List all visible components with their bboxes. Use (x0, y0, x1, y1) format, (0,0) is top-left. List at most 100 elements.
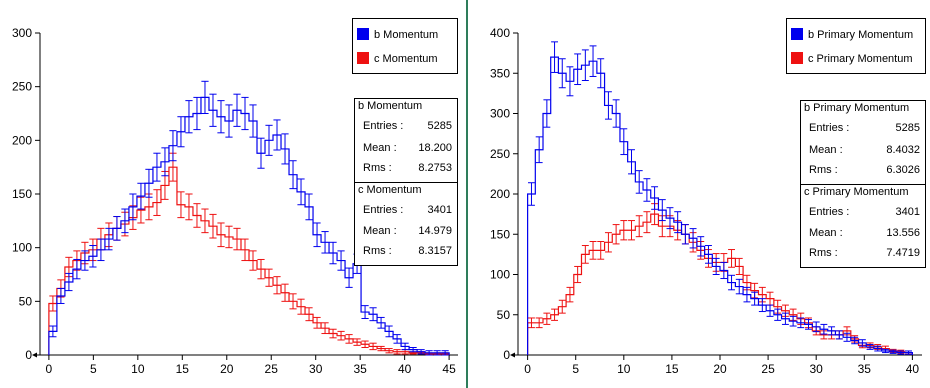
error-bar (337, 250, 345, 271)
error-bar (409, 346, 417, 353)
error-bar (273, 119, 281, 151)
error-bar (681, 224, 689, 245)
error-bar (417, 349, 425, 355)
error-bar (751, 291, 759, 306)
error-bar (704, 245, 712, 264)
error-bar (604, 232, 612, 253)
error-bar (377, 316, 385, 329)
stats-rms-value: 7.4719 (886, 247, 920, 259)
x-tick-label: 25 (761, 362, 775, 376)
error-bar (281, 283, 289, 302)
error-bar (393, 349, 401, 355)
error-bar (574, 53, 582, 86)
y-tick-label: 0 (503, 348, 510, 362)
error-bar (812, 321, 820, 333)
stats-entries-label: Entries : (363, 204, 404, 216)
error-bar (129, 193, 137, 221)
stats-title: c Primary Momentum (804, 186, 909, 198)
stats-mean-label: Mean : (363, 225, 397, 237)
y-tick-label: 50 (19, 294, 33, 308)
error-bar (353, 338, 361, 346)
error-bar (758, 298, 766, 313)
stats-block-b: b Primary Momentum Entries : 5285 Mean :… (801, 101, 925, 184)
error-bar (689, 228, 697, 249)
x-tick-label: 30 (309, 362, 323, 376)
error-bar (233, 93, 241, 127)
error-bar (321, 322, 329, 335)
error-bar (289, 160, 297, 190)
error-bar (828, 326, 836, 336)
error-bar (612, 224, 620, 245)
histogram-plot-b-vs-c-momentum: 0 5 10 15 20 25 30 35 40 45 0 50 100 150 200 250 300 (12, 26, 458, 376)
error-bar (153, 152, 161, 182)
error-bar (249, 104, 257, 138)
error-bar (551, 41, 559, 73)
error-bar (313, 222, 321, 248)
y-tick-label: 100 (12, 241, 32, 255)
error-bar (897, 350, 905, 355)
error-bar (835, 330, 843, 340)
stats-mean-value: 18.200 (418, 142, 452, 154)
error-bar (321, 231, 329, 254)
legend-label: c Momentum (374, 53, 438, 65)
series-b-momentum (48, 80, 450, 356)
y-tick-label: 100 (490, 268, 510, 282)
stats-title: b Primary Momentum (804, 102, 910, 114)
error-bar (889, 349, 897, 354)
error-bar (735, 257, 743, 275)
y-tick-label: 250 (490, 147, 510, 161)
histogram-outline (527, 56, 913, 355)
error-bar (589, 45, 597, 77)
legend-swatch-red (357, 52, 369, 64)
error-bar (720, 261, 728, 280)
error-bar (273, 276, 281, 295)
error-bar (774, 308, 782, 321)
stats-block-c: c Momentum Entries : 3401 Mean : 14.979 … (355, 182, 457, 265)
stats-entries-label: Entries : (809, 122, 850, 134)
error-bar (185, 100, 193, 134)
stats-entries-label: Entries : (363, 120, 404, 132)
stats-mean-value: 8.4032 (886, 144, 920, 156)
y-tick-label: 200 (490, 187, 510, 201)
error-bar (566, 66, 574, 97)
error-bar (528, 317, 535, 329)
y-tick-label: 250 (12, 80, 32, 94)
stats-box-left: b Momentum Entries : 5285 Mean : 18.200 … (354, 98, 458, 266)
error-bar (289, 293, 297, 310)
error-bar (589, 240, 597, 260)
y-tick-label: 350 (490, 66, 510, 80)
error-bar (185, 193, 193, 221)
error-bar (297, 298, 305, 315)
stats-rms-value: 8.2753 (418, 162, 452, 174)
error-bar (73, 258, 81, 280)
stats-mean-value: 14.979 (418, 225, 452, 237)
error-bar (858, 339, 866, 347)
error-bar (233, 227, 241, 251)
error-bar (201, 80, 209, 114)
x-tick-label: 35 (353, 362, 367, 376)
error-bar (393, 334, 401, 344)
legend-label: b Primary Momentum (808, 29, 914, 41)
stats-rms-label: Rms : (363, 245, 392, 257)
error-bar (674, 211, 682, 234)
error-bar (566, 286, 574, 303)
error-bar (121, 208, 129, 234)
error-bar (105, 227, 113, 251)
error-bar (881, 348, 889, 354)
legend-entry-c-momentum: c Momentum (357, 51, 438, 67)
error-bar (805, 319, 812, 330)
error-bar (735, 278, 743, 295)
error-bar (345, 334, 353, 344)
error-bar (169, 130, 177, 162)
error-bar (581, 245, 589, 264)
error-bar (241, 238, 249, 262)
error-bar (241, 96, 249, 131)
error-bar (581, 49, 589, 81)
error-bar (369, 342, 377, 351)
x-tick-label: 15 (176, 362, 190, 376)
x-tick-label: 15 (665, 362, 679, 376)
error-bar (329, 328, 337, 339)
series-b-primary-momentum (527, 41, 913, 355)
error-bar (209, 93, 217, 127)
